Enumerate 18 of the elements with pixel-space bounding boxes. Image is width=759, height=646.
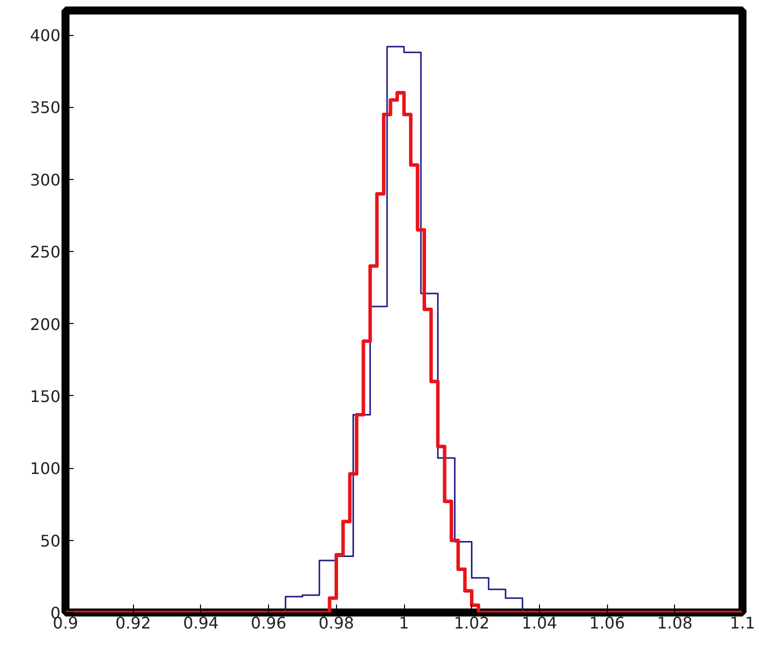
x-tick-label: 1.02: [454, 614, 490, 632]
y-tick-label: 150: [30, 386, 61, 406]
x-tick-label: 0.98: [318, 614, 354, 632]
y-tick-label: 300: [30, 170, 61, 190]
y-tick-label: 50: [40, 531, 60, 550]
x-tick-label: 0.94: [183, 614, 219, 632]
y-tick-label: 250: [30, 242, 61, 262]
x-tick-label: 1: [398, 614, 410, 632]
x-tick-label: 1.04: [522, 614, 558, 632]
x-tick-label: 0.96: [250, 614, 286, 632]
y-tick-label: 100: [30, 459, 61, 478]
y-tick-label: 400: [30, 26, 61, 46]
x-tick-label: 0.92: [115, 614, 152, 632]
y-tick-label: 200: [30, 314, 61, 334]
y-tick-label: 350: [30, 98, 61, 118]
x-tick-label: 1.06: [589, 614, 625, 632]
x-tick-label: 1.1: [730, 614, 756, 632]
x-tick-label: 1.08: [656, 614, 693, 632]
